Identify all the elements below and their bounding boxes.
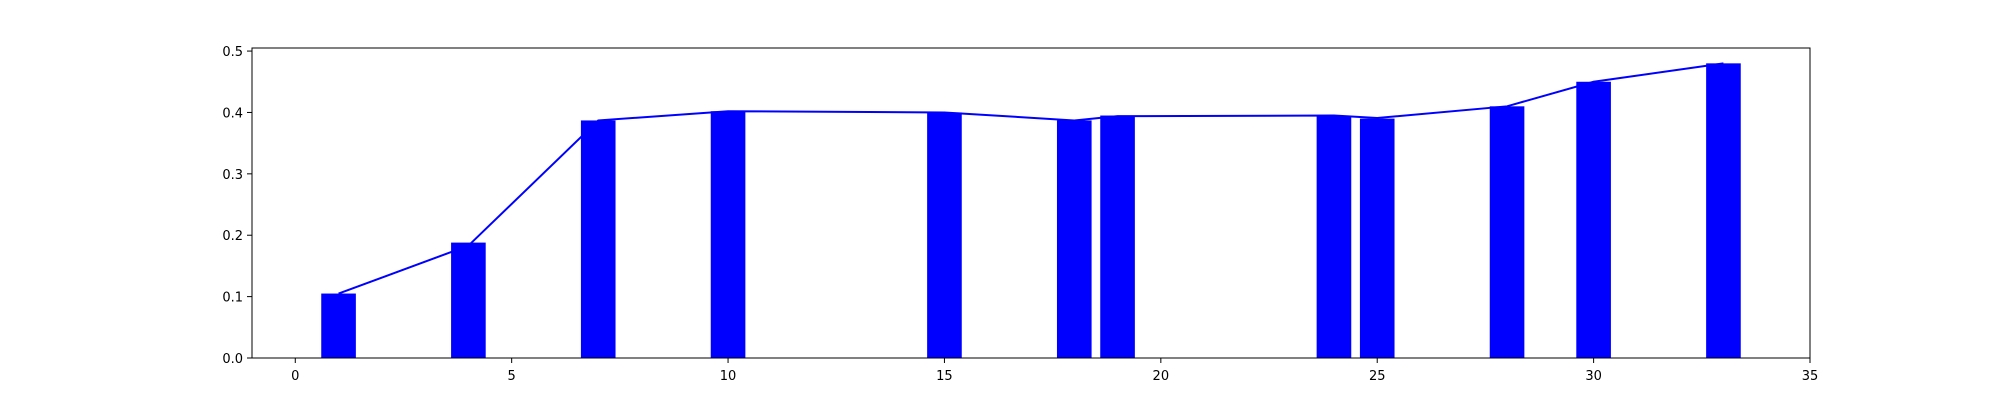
x-tick-label: 20 bbox=[1153, 369, 1170, 384]
x-tick-label: 25 bbox=[1369, 369, 1386, 384]
axes-group: 0 5 10 15 20 25 30 35 0.0 0.1 0.2 0.3 0.4 0.5 bbox=[222, 45, 1818, 384]
x-tick-label: 5 bbox=[508, 369, 516, 384]
plot-frame bbox=[251, 47, 1811, 359]
bar bbox=[1056, 120, 1092, 359]
line-group bbox=[338, 62, 1724, 295]
x-tick-label: 35 bbox=[1802, 369, 1819, 384]
bar bbox=[710, 111, 746, 358]
bar bbox=[451, 242, 486, 358]
y-tick-label: 0.5 bbox=[222, 45, 243, 60]
y-tick-label: 0.1 bbox=[222, 291, 243, 306]
bar bbox=[1576, 81, 1611, 358]
series-line bbox=[338, 62, 1724, 295]
bar bbox=[1706, 63, 1741, 359]
y-tick-label: 0.2 bbox=[222, 229, 243, 244]
y-tick-label: 0.4 bbox=[222, 106, 243, 121]
bar bbox=[580, 120, 616, 359]
x-tick-label: 10 bbox=[720, 369, 737, 384]
y-tick-label: 0.0 bbox=[222, 352, 243, 367]
x-tick-label: 15 bbox=[936, 369, 953, 384]
bars-group bbox=[321, 63, 1741, 359]
x-tick-label: 0 bbox=[291, 369, 299, 384]
y-tick-label: 0.3 bbox=[222, 168, 243, 183]
bar bbox=[321, 293, 356, 358]
bar bbox=[1489, 106, 1525, 358]
bar bbox=[1359, 118, 1395, 359]
x-tick-label: 30 bbox=[1585, 369, 1602, 384]
bar bbox=[1316, 115, 1352, 358]
bar bbox=[927, 112, 962, 358]
bar bbox=[1100, 115, 1135, 358]
